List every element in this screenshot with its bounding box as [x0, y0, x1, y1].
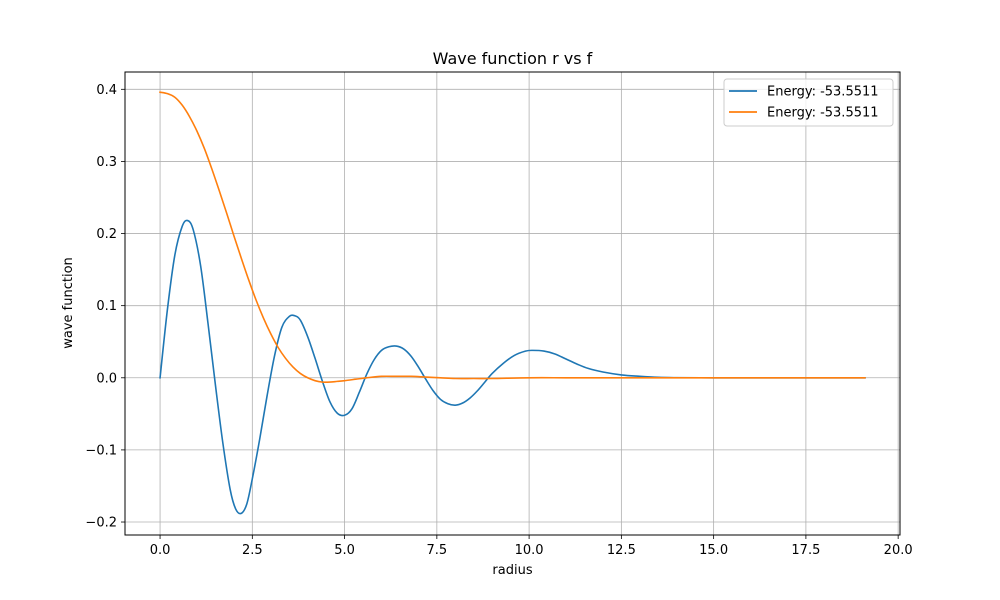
- y-tick-label: 0.4: [96, 83, 117, 98]
- x-tick-label: 10.0: [515, 543, 544, 558]
- legend-label-1: Energy: -53.5511: [767, 85, 879, 100]
- y-tick-label: −0.2: [85, 516, 117, 531]
- x-tick-label: 20.0: [884, 543, 913, 558]
- x-tick-label: 2.5: [242, 543, 263, 558]
- x-tick-label: 15.0: [699, 543, 728, 558]
- x-tick-label: 5.0: [334, 543, 355, 558]
- axis-ticks: 0.0 2.5 5.0 7.5 10.0 12.5 15.0 17.5 20.0 −0.2 −0.1…: [85, 83, 912, 558]
- plot-frame: [124, 71, 901, 536]
- x-tick-label: 7.5: [427, 543, 448, 558]
- x-tick-label: 12.5: [607, 543, 636, 558]
- chart-title: Wave function r vs f: [433, 49, 593, 68]
- legend-box: [723, 78, 894, 127]
- series-line-1: [159, 219, 866, 515]
- y-tick-label: 0.0: [96, 371, 117, 386]
- legend-label-2: Energy: -53.5511: [767, 106, 879, 121]
- y-tick-label: 0.2: [96, 227, 117, 242]
- grid: [125, 72, 900, 535]
- legend: Energy: -53.5511 Energy: -53.5511: [723, 78, 894, 127]
- y-tick-label: 0.1: [96, 299, 117, 314]
- series-line-2: [159, 91, 866, 384]
- plot-series: [159, 91, 866, 515]
- x-tick-label: 17.5: [791, 543, 820, 558]
- x-axis-label: radius: [492, 563, 532, 578]
- y-tick-label: 0.3: [96, 155, 117, 170]
- legend-items: Energy: -53.5511 Energy: -53.5511: [729, 85, 879, 121]
- y-axis-label: wave function: [61, 257, 76, 349]
- y-tick-label: −0.1: [85, 443, 117, 458]
- x-tick-label: 0.0: [150, 543, 171, 558]
